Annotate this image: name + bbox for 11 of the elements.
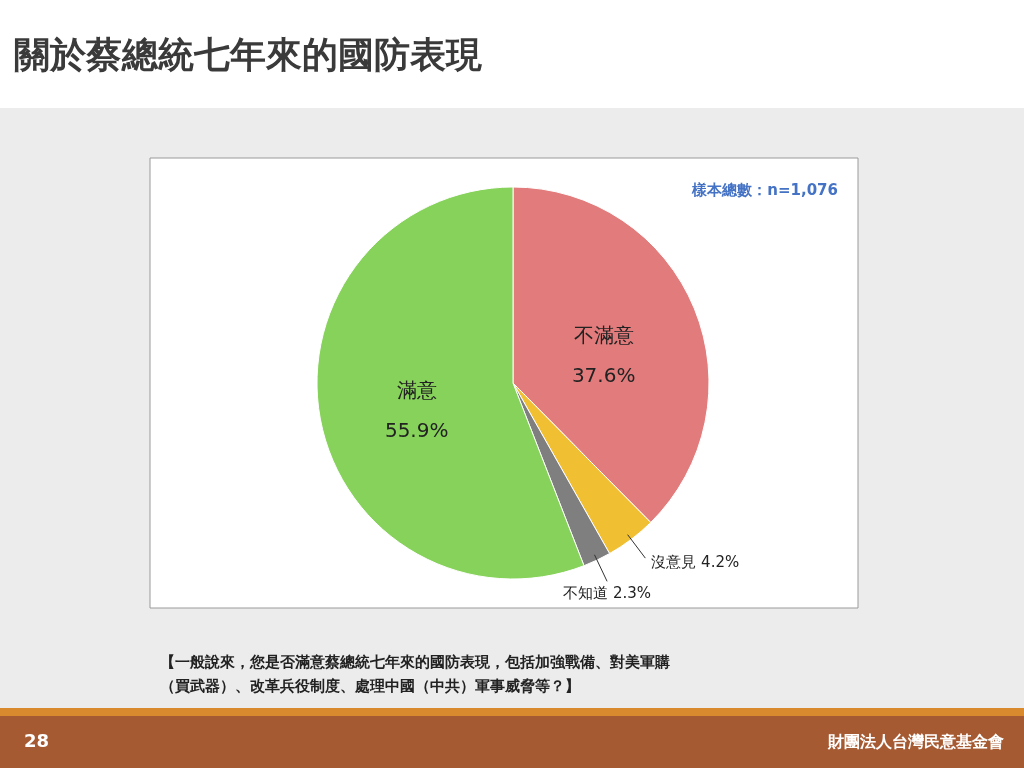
data-label: 55.9% <box>384 418 449 443</box>
data-label: 37.6% <box>571 362 636 387</box>
text: 樣本總數：n=1,076 <box>691 181 838 199</box>
slice-label: 滿意 <box>396 378 437 403</box>
slice-label: 不知道 2.3% <box>563 584 652 603</box>
text: 財團法人台灣民意基金會 <box>827 732 1004 751</box>
text: 【一般說來，您是否滿意蔡總統七年來的國防表現，包括加強戰備、對美軍購（買武器）、改革兵役制度、處理中國（中共）軍事威脅等？】 <box>160 653 670 695</box>
text: 28 <box>24 730 50 751</box>
slice-label: 不滿意 <box>573 322 634 347</box>
slice-label: 沒意見 4.2% <box>651 553 740 572</box>
chart-title: 關於蔡總統七年來的國防表現 <box>14 34 482 75</box>
